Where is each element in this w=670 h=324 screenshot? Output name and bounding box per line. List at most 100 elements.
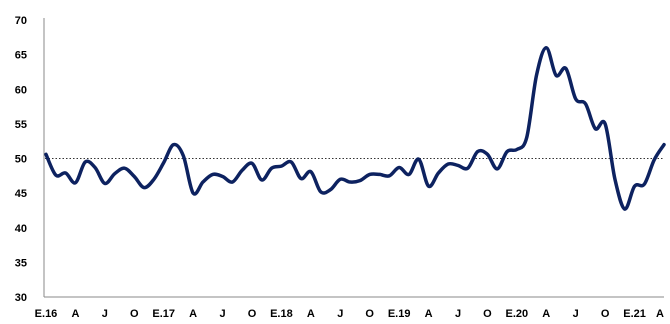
data-point [299, 177, 302, 180]
data-point [290, 160, 293, 163]
data-point [241, 169, 244, 172]
data-point [113, 172, 116, 175]
data-point [437, 171, 440, 174]
data-point [162, 161, 165, 164]
data-point [44, 153, 47, 156]
data-point [280, 165, 283, 168]
data-point [417, 158, 420, 161]
data-point [545, 46, 548, 49]
x-tick-label: O [601, 308, 610, 320]
y-tick-label: 65 [15, 50, 27, 62]
y-tick-label: 50 [15, 154, 27, 166]
y-tick-label: 40 [15, 223, 27, 235]
data-point [466, 167, 469, 170]
data-point [103, 182, 106, 185]
data-point [319, 190, 322, 193]
data-point [456, 164, 459, 167]
axes [43, 18, 664, 298]
x-tick-label: O [365, 308, 374, 320]
x-tick-label: E.18 [270, 308, 293, 320]
data-point [515, 148, 518, 151]
data-point [54, 174, 57, 177]
data-point [574, 97, 577, 100]
data-point [339, 178, 342, 181]
y-tick-label: 55 [15, 119, 27, 131]
data-point [250, 162, 253, 165]
data-point [64, 171, 67, 174]
y-tick-label: 30 [15, 292, 27, 304]
data-point [594, 127, 597, 130]
x-tick-label: E.16 [35, 308, 58, 320]
data-point [378, 173, 381, 176]
x-tick-label: O [130, 308, 139, 320]
y-tick-label: 70 [15, 15, 27, 27]
x-tick-label: J [337, 308, 343, 320]
data-point [604, 122, 607, 125]
x-tick-label: J [102, 308, 108, 320]
series-group [44, 45, 666, 211]
data-point [525, 136, 528, 139]
data-point [643, 183, 646, 186]
data-point [309, 170, 312, 173]
data-point [368, 173, 371, 176]
data-point [555, 74, 558, 77]
data-point [133, 175, 136, 178]
data-point [535, 74, 538, 77]
data-point [407, 173, 410, 176]
data-point [623, 207, 626, 210]
x-tick-label: A [189, 308, 197, 320]
data-point [427, 185, 430, 188]
data-point [192, 192, 195, 195]
data-point [486, 153, 489, 156]
x-tick-label: A [71, 308, 79, 320]
x-tick-label: J [220, 308, 226, 320]
x-tick-label: E.19 [388, 308, 411, 320]
y-tick-label: 60 [15, 84, 27, 96]
y-tick-labels: 30 35 40 45 50 55 60 65 70 [15, 15, 27, 304]
x-tick-label: E.21 [623, 308, 646, 320]
data-point [653, 158, 656, 161]
data-point [633, 185, 636, 188]
x-tick-labels: E.16 A J O E.17 A J O E.18 A J O E.19 A J O E.20 A J O E.21 A [35, 308, 664, 320]
data-point [505, 150, 508, 153]
x-tick-label: E.17 [152, 308, 175, 320]
x-tick-label: A [425, 308, 433, 320]
data-point [123, 167, 126, 170]
data-point [231, 180, 234, 183]
data-point [349, 180, 352, 183]
data-point [260, 178, 263, 181]
data-point [182, 154, 185, 157]
data-point [584, 102, 587, 105]
data-point [476, 150, 479, 153]
data-point [221, 175, 224, 178]
data-point [270, 167, 273, 170]
x-tick-label: O [248, 308, 257, 320]
data-point [613, 178, 616, 181]
data-point [93, 166, 96, 169]
data-point [74, 181, 77, 184]
x-tick-label: J [573, 308, 579, 320]
data-point [143, 186, 146, 189]
data-point [358, 179, 361, 182]
data-point [388, 174, 391, 177]
y-tick-label: 35 [15, 257, 27, 269]
x-tick-label: J [455, 308, 461, 320]
data-point [564, 67, 567, 70]
data-point [398, 166, 401, 169]
x-tick-label: A [542, 308, 550, 320]
data-point [152, 178, 155, 181]
series-line [44, 45, 666, 211]
data-point [172, 143, 175, 146]
y-tick-label: 45 [15, 188, 27, 200]
data-point [201, 180, 204, 183]
data-point [496, 167, 499, 170]
x-tick-label: A [307, 308, 315, 320]
data-point [662, 143, 665, 146]
data-point [329, 188, 332, 191]
data-point [447, 162, 450, 165]
x-tick-label: A [656, 308, 664, 320]
data-point [84, 160, 87, 163]
x-tick-label: E.20 [506, 308, 529, 320]
